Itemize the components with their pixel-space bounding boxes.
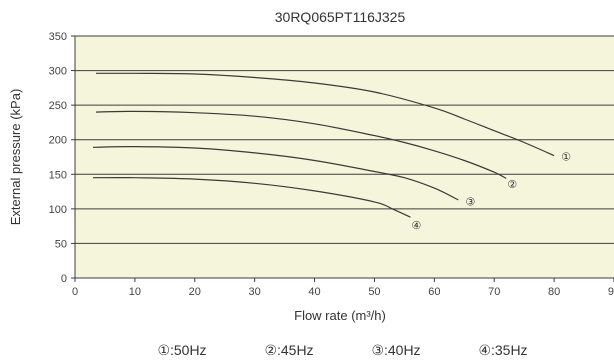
- x-tick-label: 70: [488, 286, 500, 298]
- x-tick-label: 20: [189, 286, 201, 298]
- legend-item-1: ①:50Hz: [157, 342, 206, 358]
- x-tick-label: 0: [72, 286, 78, 298]
- legend-item-3: ③:40Hz: [371, 342, 420, 358]
- legend: ①:50Hz ②:45Hz ③:40Hz ④:35Hz: [157, 342, 527, 358]
- x-tick-label: 10: [129, 286, 141, 298]
- y-tick-label: 100: [49, 204, 67, 216]
- curve-3: [92, 145, 459, 201]
- y-axis-label: External pressure (kPa): [8, 89, 23, 226]
- y-tick-label: 150: [49, 169, 67, 181]
- x-tick-label: 40: [308, 286, 320, 298]
- grid-lines: [74, 35, 614, 279]
- y-tick-label: 50: [55, 238, 67, 250]
- curve-4: [92, 177, 411, 218]
- curve-2: [95, 110, 507, 179]
- legend-item-2: ②:45Hz: [264, 342, 313, 358]
- y-tick-label: 250: [49, 100, 67, 112]
- y-tick-label: 300: [49, 66, 67, 78]
- x-tick-label: 90: [608, 286, 614, 298]
- y-tick-label: 350: [49, 31, 67, 43]
- x-tick-label: 60: [428, 286, 440, 298]
- y-tick-label: 200: [49, 135, 67, 147]
- curve-marker-3: ③: [465, 196, 475, 208]
- curve-1: [95, 72, 555, 157]
- y-tick-label: 0: [61, 273, 67, 285]
- legend-item-4: ④:35Hz: [478, 342, 527, 358]
- curve-marker-4: ④: [411, 220, 421, 232]
- curve-markers: ① ② ③ ④: [411, 151, 571, 231]
- x-tick-label: 50: [368, 286, 380, 298]
- x-tick-label: 30: [249, 286, 261, 298]
- curve-marker-2: ②: [507, 179, 517, 191]
- x-axis-label: Flow rate (m³/h): [294, 308, 386, 323]
- chart-title: 30RQ065PT116J325: [275, 9, 406, 25]
- x-tick-label: 80: [548, 286, 560, 298]
- plot-area: [75, 36, 614, 278]
- y-axis-ticks: 0 50 100 150 200 250 300 350: [49, 31, 75, 285]
- curve-marker-1: ①: [561, 151, 571, 163]
- x-axis-ticks: 0 10 20 30 40 50 60 70 80 90: [72, 278, 614, 298]
- curves: [92, 72, 555, 218]
